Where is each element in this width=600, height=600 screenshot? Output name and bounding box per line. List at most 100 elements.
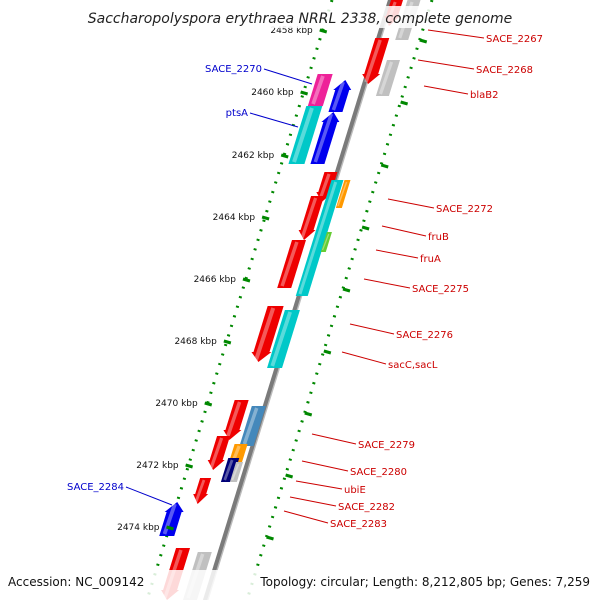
gene-SACE_2282[interactable] bbox=[193, 478, 212, 504]
gene-fruA-a-shape bbox=[277, 240, 306, 288]
leader-line bbox=[263, 68, 313, 85]
label-SACE_2270[interactable]: SACE_2270 bbox=[205, 64, 313, 85]
gene-ubiE-a-shine bbox=[223, 459, 234, 481]
gene-ubiE-b[interactable] bbox=[229, 462, 244, 482]
label-SACE_2280[interactable]: SACE_2280 bbox=[301, 460, 407, 478]
gene-ptsA-a-shine bbox=[292, 107, 314, 163]
right-tick-mark bbox=[285, 473, 294, 479]
gene-label-text: SACE_2283 bbox=[330, 519, 387, 530]
gene-SACE_2270-b-shape bbox=[328, 80, 352, 112]
right-tick-mark bbox=[304, 411, 313, 417]
gene-SACE_2280-a-shape bbox=[207, 436, 231, 470]
tick-mark bbox=[166, 525, 174, 531]
label-SACE_2276[interactable]: SACE_2276 bbox=[349, 323, 453, 341]
gene-ubiE-a-shape bbox=[220, 458, 240, 482]
gene-SACE_2279-a[interactable] bbox=[223, 400, 249, 440]
gene-label-text: SACE_2267 bbox=[486, 34, 543, 45]
leader-line bbox=[295, 480, 343, 490]
gene-SACE_2272-a-shine bbox=[318, 173, 331, 201]
label-SACE_2283[interactable]: SACE_2283 bbox=[283, 510, 387, 530]
gene-label-text: SACE_2268 bbox=[476, 65, 533, 76]
gene-SACE_2276-a[interactable] bbox=[251, 306, 284, 362]
gene-SACE_2272-b[interactable] bbox=[335, 180, 351, 208]
gene-SACE_2268-b[interactable] bbox=[375, 60, 400, 96]
gene-SACE_2276-b-shape bbox=[267, 310, 300, 368]
gene-label-text: ubiE bbox=[344, 485, 366, 496]
label-fruA[interactable]: fruA bbox=[375, 249, 441, 265]
gene-fruB[interactable] bbox=[298, 196, 325, 240]
label-ptsA[interactable]: ptsA bbox=[226, 108, 299, 128]
label-SACE_2282[interactable]: SACE_2282 bbox=[289, 496, 395, 513]
gene-fruA-a[interactable] bbox=[277, 240, 306, 288]
tick-label: 2462 kbp bbox=[232, 151, 275, 161]
map-title: Saccharopolyspora erythraea NRRL 2338, c… bbox=[88, 11, 513, 27]
label-SACE_2272[interactable]: SACE_2272 bbox=[387, 198, 493, 215]
gene-fruA-b[interactable] bbox=[295, 180, 344, 296]
gene-SACE_2272-a[interactable] bbox=[316, 172, 338, 202]
gene-fruB-shape bbox=[298, 196, 325, 240]
leader-line bbox=[387, 198, 435, 209]
label-SACE_2284[interactable]: SACE_2284 bbox=[67, 482, 173, 506]
tick-label: 2464 kbp bbox=[213, 213, 256, 223]
right-tick-mark bbox=[400, 100, 409, 106]
gene-label-text: SACE_2270 bbox=[205, 64, 262, 75]
gene-SACE_2268-a[interactable] bbox=[362, 38, 390, 84]
tick-label: 2472 kbp bbox=[136, 461, 179, 471]
label-sacC,sacL[interactable]: sacC,sacL bbox=[341, 351, 438, 371]
tick-label: 2474 kbp bbox=[117, 523, 160, 533]
gene-SACE_2268-a-shine bbox=[364, 39, 382, 83]
gene-features bbox=[159, 0, 421, 600]
gene-label-text: fruB bbox=[428, 232, 449, 243]
label-SACE_2275[interactable]: SACE_2275 bbox=[363, 278, 469, 295]
accession-text: Accession: NC_009142 bbox=[8, 575, 144, 589]
gene-ptsA-b-shape bbox=[310, 112, 340, 164]
label-SACE_2267[interactable]: SACE_2267 bbox=[427, 29, 543, 45]
tick-mark bbox=[300, 90, 309, 96]
footer-backdrop bbox=[0, 570, 600, 600]
gene-ptsA-b[interactable] bbox=[310, 112, 340, 164]
tick-label: 2460 kbp bbox=[251, 88, 294, 98]
tick-mark bbox=[223, 339, 232, 345]
gene-SACE_2282-shine bbox=[194, 479, 206, 503]
gene-ptsA-a-shape bbox=[288, 106, 323, 164]
gene-SACE_2280-b-shine bbox=[232, 445, 241, 461]
gene-SACE_2279-b-shine bbox=[242, 407, 259, 445]
gene-SACE_2280-b[interactable] bbox=[229, 444, 248, 462]
gene-SACE_2270-shine bbox=[311, 75, 325, 105]
label-SACE_2268[interactable]: SACE_2268 bbox=[417, 59, 533, 76]
gene-fruA-green[interactable] bbox=[320, 232, 332, 252]
gene-ptsA-a[interactable] bbox=[288, 106, 323, 164]
tick-4: 2466 kbp bbox=[194, 275, 251, 285]
gene-SACE_2268-a-shape bbox=[362, 38, 390, 84]
backbone bbox=[202, 0, 394, 600]
gene-labels: SACE_2267 SACE_2268 blaB2 SACE_2272 fruB fruA… bbox=[67, 29, 543, 530]
label-blaB2[interactable]: blaB2 bbox=[423, 85, 498, 101]
leader-line bbox=[417, 59, 475, 70]
tick-7: 2472 kbp bbox=[136, 461, 194, 471]
label-fruB[interactable]: fruB bbox=[381, 225, 449, 243]
tick-0: 2458 kbp bbox=[270, 26, 328, 36]
gene-label-text: SACE_2282 bbox=[338, 502, 395, 513]
leader-line bbox=[283, 510, 329, 524]
gene-SACE_2270[interactable] bbox=[307, 74, 333, 106]
right-tick-mark bbox=[380, 163, 389, 169]
gene-SACE_2280-a[interactable] bbox=[207, 436, 231, 470]
gene-SACE_2276-b-shine bbox=[270, 311, 292, 367]
label-ubiE[interactable]: ubiE bbox=[295, 480, 366, 496]
gene-SACE_2279-a-shape bbox=[223, 400, 249, 440]
gene-SACE_2270-b-shine bbox=[331, 81, 345, 111]
gene-SACE_2279-a-shine bbox=[225, 401, 242, 439]
gene-ubiE-a[interactable] bbox=[220, 458, 240, 482]
gene-fruA-b-shape bbox=[295, 180, 344, 296]
gene-SACE_2276-b[interactable] bbox=[267, 310, 300, 368]
leader-line bbox=[349, 323, 395, 335]
gene-SACE_2270-b[interactable] bbox=[328, 80, 352, 112]
gene-SACE_2280-b-shape bbox=[229, 444, 248, 462]
gene-SACE_2279-b[interactable] bbox=[239, 406, 266, 446]
label-SACE_2279[interactable]: SACE_2279 bbox=[311, 433, 415, 451]
gene-SACE_2284[interactable] bbox=[159, 502, 184, 536]
leader-line bbox=[375, 249, 419, 259]
leader-line bbox=[341, 351, 387, 365]
right-tick-mark bbox=[419, 38, 428, 44]
